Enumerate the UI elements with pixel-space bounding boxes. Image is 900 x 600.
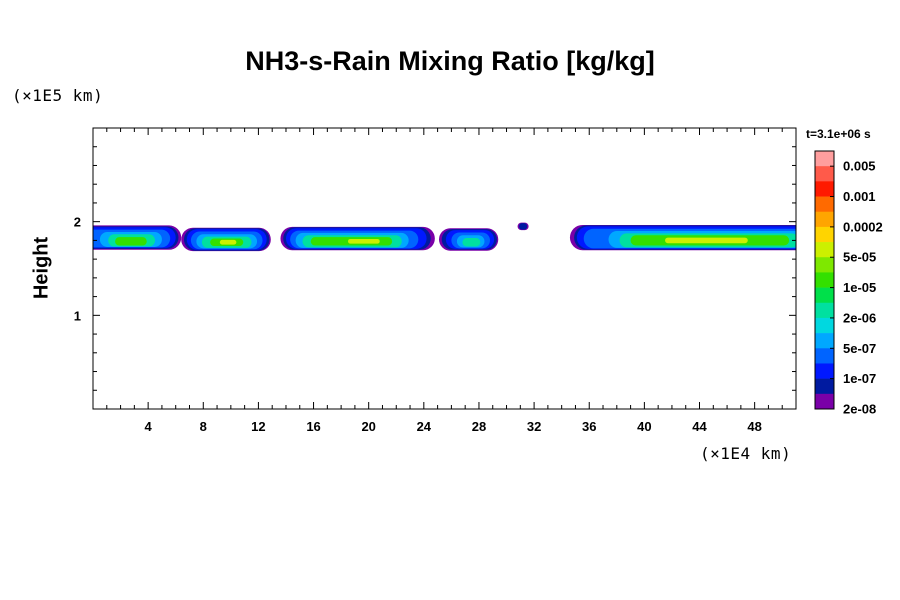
colorbar-segment-4 xyxy=(815,211,834,228)
field-blob-7-1 xyxy=(348,238,380,244)
colorbar-segment-15 xyxy=(815,378,834,395)
colorbar-segment-9 xyxy=(815,287,834,304)
y-tick-label-2: 2 xyxy=(74,215,81,230)
plot-frame xyxy=(92,127,797,410)
y-tick-label-1: 1 xyxy=(74,308,81,323)
colorbar-segment-10 xyxy=(815,302,834,319)
colorbar-label-4: 1e-05 xyxy=(843,280,876,295)
x-tick-label-44: 44 xyxy=(692,419,707,434)
field-blob-6-0 xyxy=(115,237,147,246)
colorbar-segment-16 xyxy=(815,393,834,410)
x-tick-label-20: 20 xyxy=(361,419,375,434)
colorbar-segment-14 xyxy=(815,363,834,379)
x-tick-label-4: 4 xyxy=(145,419,153,434)
x-tick-label-40: 40 xyxy=(637,419,651,434)
colorbar-label-8: 2e-08 xyxy=(843,402,876,417)
x-tick-label-24: 24 xyxy=(417,419,432,434)
x-tick-label-32: 32 xyxy=(527,419,541,434)
x-tick-label-28: 28 xyxy=(472,419,486,434)
field-blob-7-2 xyxy=(665,237,748,244)
colorbar-segment-12 xyxy=(815,333,834,349)
colorbar-segment-6 xyxy=(815,242,834,258)
colorbar-label-0: 0.005 xyxy=(843,159,876,174)
field-blob-7-0 xyxy=(219,239,237,245)
colorbar-segment-13 xyxy=(815,348,834,364)
x-tick-label-16: 16 xyxy=(306,419,320,434)
colorbar-segment-2 xyxy=(815,181,834,197)
field-blob-5-3 xyxy=(462,238,481,247)
x-tick-label-36: 36 xyxy=(582,419,596,434)
chart-title: NH3-s-Rain Mixing Ratio [kg/kg] xyxy=(245,46,655,76)
x-unit-label: (×1E4 km) xyxy=(700,444,792,463)
colorbar-segment-8 xyxy=(815,272,834,288)
x-tick-label-48: 48 xyxy=(747,419,761,434)
colorbar-segment-1 xyxy=(815,166,834,182)
colorbar-label-7: 1e-07 xyxy=(843,371,876,386)
colorbar-segment-3 xyxy=(815,196,834,213)
colorbar-segment-11 xyxy=(815,317,834,334)
colorbar-segment-5 xyxy=(815,226,834,243)
colorbar-label-1: 0.001 xyxy=(843,189,876,204)
y-unit-label: (×1E5 km) xyxy=(12,86,104,105)
colorbar-label-6: 5e-07 xyxy=(843,341,876,356)
colorbar-label-2: 0.0002 xyxy=(843,219,883,234)
colorbar-label-3: 5e-05 xyxy=(843,250,876,265)
field-layers xyxy=(93,222,796,252)
x-tick-label-8: 8 xyxy=(200,419,207,434)
colorbar-label-5: 2e-06 xyxy=(843,310,876,325)
colorbar-segment-7 xyxy=(815,257,834,273)
field-blob-1-4 xyxy=(518,223,528,230)
colorbar-segment-0 xyxy=(815,151,834,167)
colorbar-frame xyxy=(814,150,835,410)
colorbar-time-label: t=3.1e+06 s xyxy=(806,127,871,141)
x-tick-label-12: 12 xyxy=(251,419,265,434)
